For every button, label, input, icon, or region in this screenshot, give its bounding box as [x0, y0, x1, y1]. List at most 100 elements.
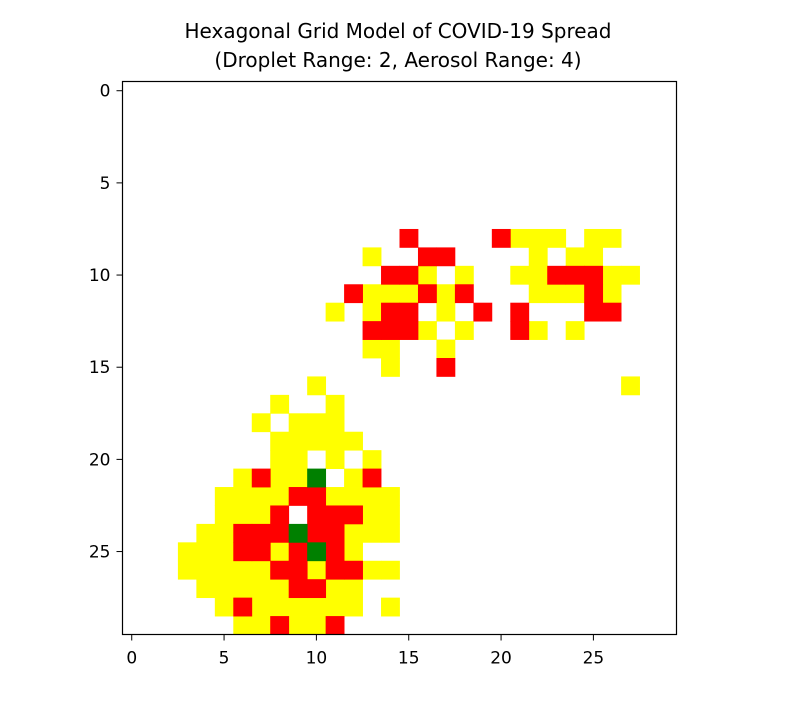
cell-exposed	[307, 413, 327, 433]
cell-exposed	[528, 284, 548, 304]
cell-exposed	[233, 616, 253, 635]
x-tick-label: 0	[126, 649, 137, 669]
cell-infected	[491, 228, 511, 248]
cell-exposed	[362, 302, 382, 322]
cell-exposed	[362, 560, 382, 580]
cell-infected	[270, 523, 290, 543]
cell-infected	[251, 542, 271, 562]
cell-infected	[399, 265, 419, 285]
cell-exposed	[214, 523, 234, 543]
cell-exposed	[307, 431, 327, 451]
y-axis: 0 5 10 15 20 25	[89, 82, 123, 563]
cell-exposed	[196, 542, 216, 562]
cell-exposed	[528, 228, 548, 248]
cell-infected	[307, 487, 327, 506]
cell-infected	[381, 302, 400, 322]
cell-exposed	[214, 505, 234, 525]
cell-exposed	[288, 597, 308, 617]
cell-exposed	[602, 284, 622, 304]
cell-exposed	[417, 321, 437, 340]
cell-infected	[584, 265, 604, 285]
cell-infected	[362, 468, 382, 488]
cell-exposed	[233, 579, 253, 599]
x-tick-label: 10	[306, 649, 328, 669]
cell-exposed	[584, 228, 604, 248]
cell-exposed	[307, 597, 327, 617]
cell-source	[288, 523, 308, 543]
cell-infected	[547, 265, 567, 285]
cell-exposed	[344, 487, 363, 506]
cell-exposed	[325, 302, 345, 322]
cell-exposed	[214, 579, 234, 599]
cell-exposed	[233, 505, 253, 525]
cell-exposed	[528, 321, 548, 340]
cell-infected	[251, 468, 271, 488]
cell-infected	[270, 616, 290, 635]
cell-exposed	[528, 247, 548, 267]
cell-exposed	[288, 413, 308, 433]
y-tick-label: 20	[89, 450, 111, 470]
y-tick-label: 15	[89, 358, 111, 378]
x-axis: 0 5 10 15 20 25	[126, 634, 605, 669]
cell-infected	[454, 284, 474, 304]
cell-infected	[344, 505, 363, 525]
cell-infected	[288, 487, 308, 506]
cell-exposed	[565, 321, 585, 340]
cell-exposed	[362, 505, 382, 525]
cell-infected	[325, 505, 345, 525]
cell-exposed	[381, 505, 400, 525]
cell-exposed	[565, 247, 585, 267]
cell-exposed	[288, 431, 308, 451]
cell-exposed	[196, 523, 216, 543]
cell-exposed	[325, 413, 345, 433]
cell-exposed	[584, 247, 604, 267]
cell-infected	[436, 358, 456, 377]
cell-exposed	[251, 413, 271, 433]
cell-infected	[325, 542, 345, 562]
cell-infected	[233, 597, 253, 617]
cell-exposed	[344, 579, 363, 599]
cell-infected	[307, 505, 327, 525]
cell-infected	[251, 523, 271, 543]
cell-exposed	[214, 597, 234, 617]
axes-frame	[121, 80, 678, 636]
cell-exposed	[251, 597, 271, 617]
chart-title-line-1: Hexagonal Grid Model of COVID-19 Spread	[184, 19, 612, 43]
cell-exposed	[177, 560, 197, 580]
cell-exposed	[344, 468, 363, 488]
cell-infected	[362, 321, 382, 340]
cell-infected	[510, 302, 530, 322]
cell-exposed	[325, 579, 345, 599]
cell-source	[307, 542, 327, 562]
cell-infected	[344, 284, 363, 304]
cell-exposed	[621, 265, 640, 285]
cell-exposed	[325, 450, 345, 469]
cell-exposed	[325, 431, 345, 451]
cell-exposed	[325, 487, 345, 506]
cell-exposed	[344, 431, 363, 451]
cell-exposed	[233, 560, 253, 580]
cell-exposed	[510, 265, 530, 285]
cell-exposed	[344, 542, 363, 562]
cell-exposed	[288, 616, 308, 635]
cell-exposed	[214, 560, 234, 580]
cell-infected	[399, 228, 419, 248]
cell-infected	[344, 560, 363, 580]
heatmap-cells	[177, 228, 640, 635]
cell-infected	[436, 247, 456, 267]
cell-infected	[288, 542, 308, 562]
cell-infected	[325, 616, 345, 635]
cell-infected	[307, 579, 327, 599]
cell-exposed	[196, 579, 216, 599]
cell-exposed	[436, 302, 456, 322]
cell-infected	[288, 560, 308, 580]
cell-exposed	[362, 450, 382, 469]
x-tick-label: 25	[583, 649, 605, 669]
cell-exposed	[362, 284, 382, 304]
cell-infected	[233, 542, 253, 562]
cell-exposed	[547, 228, 567, 248]
cell-exposed	[325, 394, 345, 414]
cell-exposed	[270, 394, 290, 414]
cell-infected	[473, 302, 493, 322]
cell-infected	[233, 523, 253, 543]
